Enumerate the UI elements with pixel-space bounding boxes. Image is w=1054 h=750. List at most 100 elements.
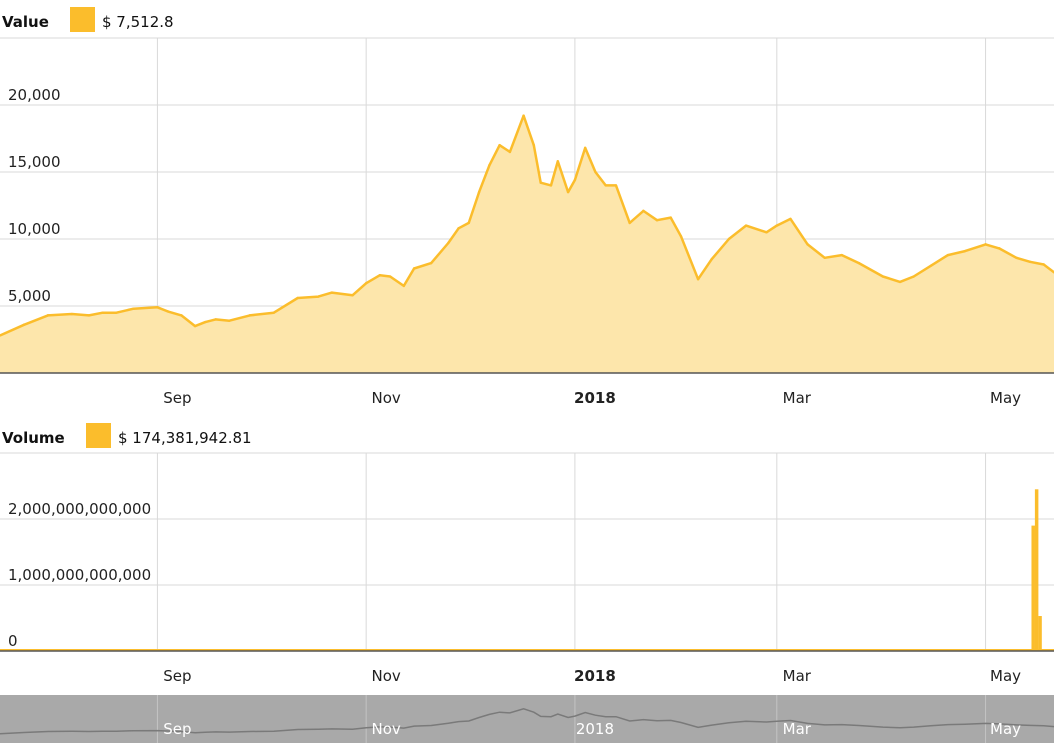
value-data-point[interactable] [447,241,450,245]
value-data-point[interactable] [488,164,491,167]
x-tick-label: 2018 [574,389,616,407]
value-data-point[interactable] [193,324,197,328]
y-tick-label: 10,000 [8,220,61,238]
value-data-point[interactable] [594,170,597,174]
value-data-point[interactable] [87,314,91,317]
value-data-point[interactable] [46,314,50,317]
value-data-point[interactable] [963,249,967,253]
value-data-point[interactable] [180,314,183,317]
x-tick-label: Mar [783,667,812,685]
value-data-point[interactable] [946,253,950,257]
value-data-point[interactable] [775,224,779,227]
value-data-point[interactable] [840,253,844,257]
volume-bar[interactable] [1034,489,1039,651]
value-data-point[interactable] [573,178,577,182]
value-data-point[interactable] [614,184,618,187]
volume-legend-swatch[interactable] [86,423,111,448]
x-tick-label: Mar [783,389,812,407]
value-data-point[interactable] [566,190,570,194]
value-data-point[interactable] [330,291,334,294]
value-data-point[interactable] [912,275,915,278]
value-data-point[interactable] [204,320,207,324]
value-data-point[interactable] [228,319,231,322]
value-data-point[interactable] [477,190,481,194]
y-tick-label: 2,000,000,000,000 [8,500,151,518]
value-data-point[interactable] [412,267,416,270]
value-data-point[interactable] [583,146,587,150]
value-data-point[interactable] [364,282,368,285]
value-data-point[interactable] [1015,256,1018,259]
y-tick-label: 15,000 [8,153,61,171]
value-data-point[interactable] [696,278,700,281]
value-data-point[interactable] [132,307,135,310]
value-data-point[interactable] [857,261,861,265]
value-data-point[interactable] [628,221,631,225]
value-data-point[interactable] [1042,263,1045,266]
value-data-point[interactable] [508,150,512,154]
navigator-background[interactable] [0,695,1054,743]
value-data-point[interactable] [669,216,672,219]
volume-bar[interactable] [1031,525,1035,651]
y-tick-label: 5,000 [8,287,51,305]
value-data-point[interactable] [823,256,826,259]
value-data-point[interactable] [881,275,885,278]
value-data-point[interactable] [156,306,159,309]
value-data-point[interactable] [22,323,26,326]
value-data-point[interactable] [710,257,713,261]
value-data-point[interactable] [402,284,406,288]
value-data-point[interactable] [998,247,1001,250]
volume-bar[interactable] [1038,616,1042,651]
range-navigator[interactable]: Sep Nov 2018 Mar May [0,695,1054,743]
value-data-point[interactable] [727,237,731,241]
value-data-point[interactable] [539,181,542,184]
value-data-point[interactable] [248,314,252,317]
value-data-point[interactable] [166,310,169,313]
value-data-point[interactable] [317,295,320,298]
value-data-point[interactable] [789,217,792,221]
value-data-point[interactable] [70,312,74,316]
x-tick-label: Nov [372,389,401,407]
value-legend-value: $ 7,512.8 [102,13,174,31]
value-data-point[interactable] [898,280,902,284]
value-data-point[interactable] [101,311,104,314]
value-data-point[interactable] [604,184,607,187]
value-legend-swatch[interactable] [70,7,95,32]
value-data-point[interactable] [0,334,2,337]
value-data-point[interactable] [642,209,645,213]
value-data-point[interactable] [115,311,118,314]
value-data-point[interactable] [351,294,354,297]
value-data-point[interactable] [744,224,748,227]
value-data-point[interactable] [429,261,433,265]
value-data-point[interactable] [532,144,536,147]
value-data-point[interactable] [806,243,809,246]
value-data-point[interactable] [1028,260,1032,263]
x-tick-label: May [990,389,1021,407]
volume-plot-area[interactable]: 0 1,000,000,000,000 2,000,000,000,000 [0,452,1054,652]
value-data-point[interactable] [498,144,501,147]
value-data-point[interactable] [388,275,392,278]
value-data-point[interactable] [378,273,382,277]
value-data-point[interactable] [272,311,275,314]
value-data-point[interactable] [296,296,299,300]
value-data-point[interactable] [679,235,683,238]
value-data-point[interactable] [457,227,460,230]
value-data-point[interactable] [765,231,768,234]
value-data-point[interactable] [984,243,987,246]
value-data-point[interactable] [522,114,525,117]
value-data-point[interactable] [929,264,933,267]
x-tick-label: Sep [163,667,191,685]
value-data-point[interactable] [556,160,559,163]
x-tick-label: Sep [163,389,191,407]
navigator-label: 2018 [576,720,614,738]
navigator-series-line [0,708,1054,735]
x-tick-label: Nov [372,667,401,685]
value-data-point[interactable] [214,318,217,321]
value-data-point[interactable] [467,221,471,225]
navigator-label: Nov [372,720,401,738]
x-tick-label: May [990,667,1021,685]
volume-legend-title: Volume [2,429,65,447]
value-data-point[interactable] [655,219,659,222]
value-data-point[interactable] [549,184,553,187]
